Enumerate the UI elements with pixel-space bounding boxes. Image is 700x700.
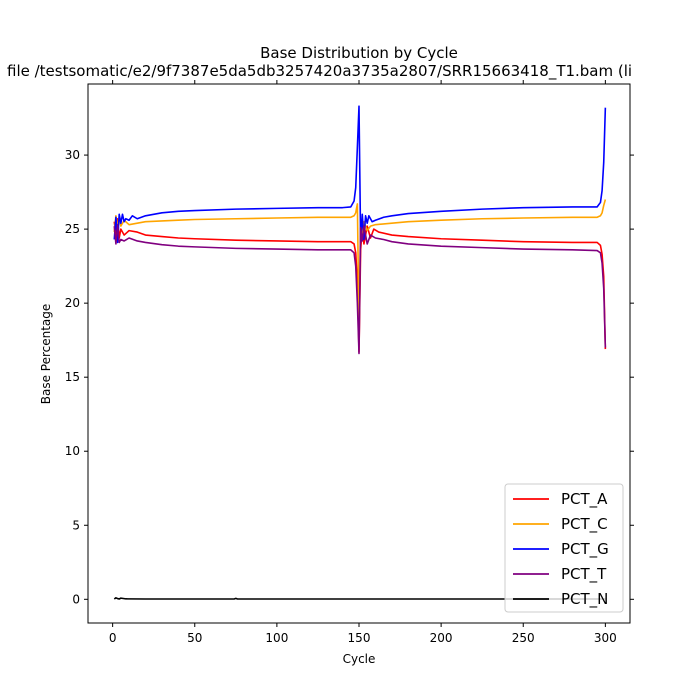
- series-line-pct-c: [113, 199, 607, 327]
- y-tick-label: 15: [65, 370, 80, 384]
- legend-label-pct-g: PCT_G: [561, 540, 609, 559]
- x-axis: 0 50 100 150 200 250 300: [109, 80, 617, 645]
- x-tick-label: 300: [594, 631, 617, 645]
- series-line-pct-a: [113, 217, 607, 353]
- x-tick-label: 150: [348, 631, 371, 645]
- chart-title: Base Distribution by Cycle: [260, 44, 458, 62]
- y-tick-label: 5: [72, 518, 80, 532]
- legend: PCT_A PCT_C PCT_G PCT_T PCT_N: [504, 483, 624, 613]
- x-tick-label: 100: [265, 631, 288, 645]
- series-line-pct-t: [113, 223, 607, 355]
- chart-subtitle: file /testsomatic/e2/9f7387e5da5db325742…: [7, 62, 632, 81]
- y-tick-label: 10: [65, 444, 80, 458]
- legend-label-pct-c: PCT_C: [561, 515, 608, 534]
- x-tick-label: 250: [512, 631, 535, 645]
- y-tick-label: 30: [65, 148, 80, 162]
- x-tick-label: 200: [430, 631, 453, 645]
- legend-label-pct-t: PCT_T: [561, 565, 607, 584]
- legend-box: [504, 483, 624, 613]
- y-tick-label: 25: [65, 222, 80, 236]
- series-layer: [113, 105, 607, 600]
- series-line-pct-n: [113, 597, 606, 600]
- y-axis-label: Base Percentage: [39, 304, 53, 405]
- y-tick-label: 0: [72, 592, 80, 606]
- x-tick-label: 0: [109, 631, 117, 645]
- x-tick-label: 50: [187, 631, 202, 645]
- legend-label-pct-n: PCT_N: [561, 590, 608, 609]
- legend-label-pct-a: PCT_A: [561, 490, 608, 509]
- series-line-pct-g: [113, 105, 607, 244]
- x-axis-label: Cycle: [343, 652, 376, 666]
- y-tick-label: 20: [65, 296, 80, 310]
- y-axis: 0 5 10 15 20 25 30: [65, 148, 634, 606]
